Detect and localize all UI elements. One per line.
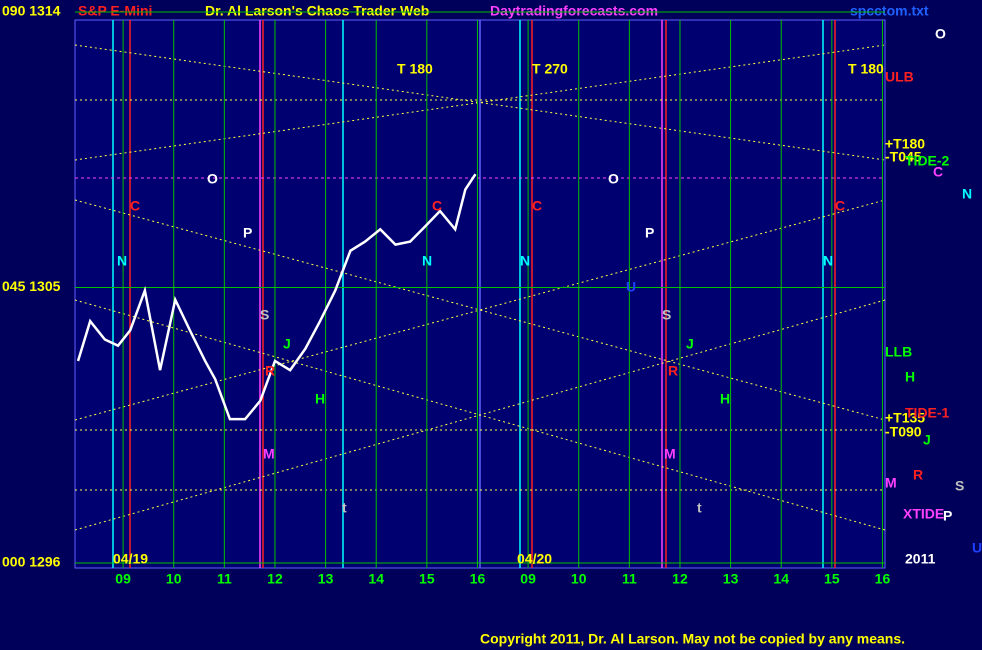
annotation: M (885, 475, 897, 491)
annotation: C (432, 198, 442, 214)
annotation: N (422, 253, 432, 269)
annotation: T 180 (397, 61, 433, 77)
annotation: P (645, 225, 654, 241)
symbol: S&P E-Mini (78, 3, 152, 19)
annotation: S (955, 478, 964, 494)
title: Dr. Al Larson's Chaos Trader Web (205, 3, 429, 19)
x-tick-label: 12 (267, 571, 283, 587)
x-tick-label: 16 (470, 571, 486, 587)
decor-dotted (74, 44, 886, 531)
x-tick-label: 14 (368, 571, 384, 587)
annotation: J (923, 432, 931, 448)
annotation: P (243, 225, 252, 241)
annotation: H (720, 391, 730, 407)
annotation: S (260, 307, 269, 323)
y-tick-label: 090 1314 (2, 3, 61, 19)
annotation: O (207, 171, 218, 187)
annotation: N (117, 253, 127, 269)
annotation: C (532, 198, 542, 214)
x-tick-label: 11 (217, 571, 232, 587)
annotation: XTIDE (903, 506, 944, 522)
annotation: TIDE-1 (905, 405, 950, 421)
x-tick-label: 10 (571, 571, 587, 587)
annotation: S (662, 307, 671, 323)
annotation: t (697, 500, 702, 516)
annotation: t (342, 500, 347, 516)
annotation: J (686, 336, 694, 352)
annotation: M (263, 446, 275, 462)
price-line (76, 173, 477, 421)
x-tick-label: 13 (723, 571, 739, 587)
annotation: U (972, 540, 982, 556)
annotation: O (935, 26, 946, 42)
x-tick-label: 15 (824, 571, 840, 587)
annotation: T 180 (848, 61, 884, 77)
annotation: -T045 (885, 149, 922, 165)
file: spcctom.txt (850, 3, 929, 19)
x-tick-label: 11 (622, 571, 637, 587)
annotation: H (905, 369, 915, 385)
copyright: Copyright 2011, Dr. Al Larson. May not b… (480, 631, 905, 647)
y-tick-label: 045 1305 (2, 278, 61, 294)
site: Daytradingforecasts.com (490, 3, 658, 19)
annotation: C (130, 198, 140, 214)
x-tick-label: 12 (672, 571, 688, 587)
annotation: 04/19 (113, 551, 148, 567)
annotation: R (913, 467, 923, 483)
annotation: M (664, 446, 676, 462)
x-tick-label: 13 (318, 571, 334, 587)
annotation: ULB (885, 69, 914, 85)
annotation: LLB (885, 344, 912, 360)
annotation: C (835, 198, 845, 214)
x-tick-label: 09 (115, 571, 131, 587)
x-tick-label: 09 (520, 571, 536, 587)
annotation: T 270 (532, 61, 568, 77)
x-tick-label: 14 (773, 571, 789, 587)
annotation: TIDE-2 (905, 153, 950, 169)
annotation: O (608, 171, 619, 187)
annotation: P (943, 508, 952, 524)
annotation: U (626, 279, 636, 295)
annotation: N (823, 253, 833, 269)
annotation: J (283, 336, 291, 352)
annotation: H (315, 391, 325, 407)
x-tick-label: 16 (875, 571, 891, 587)
x-tick-label: 15 (419, 571, 435, 587)
annotation: +T135 (885, 410, 925, 426)
annotation: N (520, 253, 530, 269)
annotation: R (668, 363, 678, 379)
annotation: 2011 (905, 551, 936, 567)
annotation: +T180 (885, 136, 925, 152)
annotation: -T090 (885, 424, 922, 440)
x-tick-label: 10 (166, 571, 182, 587)
annotation: C (933, 164, 943, 180)
annotation: 04/20 (517, 551, 552, 567)
y-tick-label: 000 1296 (2, 554, 61, 570)
annotation: N (962, 186, 972, 202)
annotation: R (265, 363, 275, 379)
